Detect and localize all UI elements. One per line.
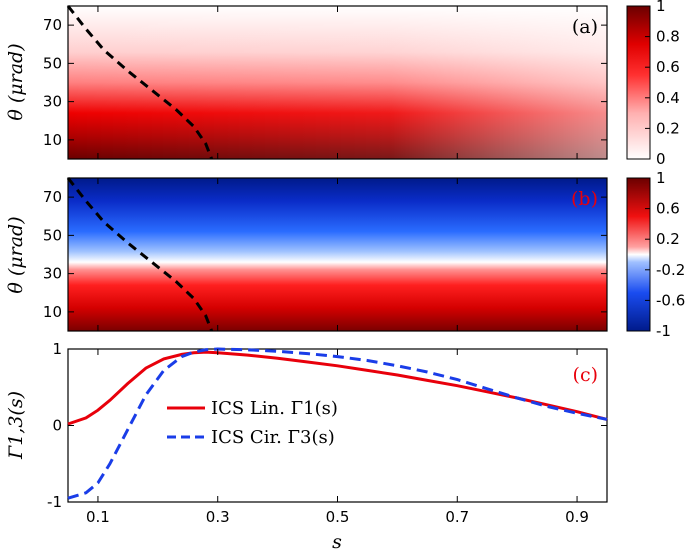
y-tick-label: 70 xyxy=(43,16,62,34)
x-tick-label: 0.5 xyxy=(326,508,350,526)
colorbar-b xyxy=(626,177,651,332)
colorbar-tick-label: 0.4 xyxy=(656,89,680,107)
x-tick-label: 0.9 xyxy=(565,508,589,526)
y-tick-label: 70 xyxy=(43,188,62,206)
boundary-curve-a xyxy=(66,5,214,160)
x-axis-label-c: s xyxy=(332,531,342,553)
y-axis-label-c: Γ1,3(s) xyxy=(5,391,27,460)
colorbar-tick-label: -0.2 xyxy=(656,261,685,279)
colorbar-ticks-b: 1 0.6 0.2 -0.2 -0.6 -1 xyxy=(645,169,685,340)
y-tick-label: 0 xyxy=(52,417,62,435)
colorbar-tick-label: 0.6 xyxy=(656,200,680,218)
panel-label-a: (a) xyxy=(572,16,598,38)
panel-a: 10 30 50 70 (a) θ (μrad) 0 0.2 0.4 0.6 0.8 1 xyxy=(5,0,680,168)
y-tick-label: 1 xyxy=(52,340,62,358)
panel-label-b: (b) xyxy=(571,188,598,210)
colorbar-ticks-a: 0 0.2 0.4 0.6 0.8 1 xyxy=(645,0,680,168)
y-axis-label-b: θ (μrad) xyxy=(5,216,27,293)
x-ticks-c: 0.1 0.3 0.5 0.7 0.9 xyxy=(86,6,589,526)
y-tick-label: 30 xyxy=(43,265,62,283)
y-tick-label: -1 xyxy=(47,493,62,511)
colorbar-tick-label: 0.2 xyxy=(656,230,680,248)
boundary-curve-b xyxy=(66,177,214,332)
colorbar-tick-label: 0.2 xyxy=(656,119,680,137)
heatmap-b xyxy=(68,178,607,331)
colorbar-tick-label: 0.8 xyxy=(656,28,680,46)
series-group xyxy=(67,347,608,500)
y-axis-label-a: θ (μrad) xyxy=(5,43,27,120)
legend-label-cir: ICS Cir. Γ3(s) xyxy=(211,427,335,448)
y-ticks-b: 10 30 50 70 xyxy=(43,188,607,321)
legend-label-lin: ICS Lin. Γ1(s) xyxy=(211,398,338,419)
colorbar-tick-label: 1 xyxy=(656,169,666,187)
y-ticks-c: -1 0 1 xyxy=(47,340,607,511)
panel-c: -1 0 1 0.1 0.3 0.5 0.7 0.9 (c) Γ1,3(s) s ICS L… xyxy=(5,6,608,553)
y-tick-label: 10 xyxy=(43,131,62,149)
colorbar-tick-label: 1 xyxy=(656,0,666,15)
y-tick-label: 10 xyxy=(43,303,62,321)
colorbar-tick-label: 0.6 xyxy=(656,58,680,76)
y-ticks-a: 10 30 50 70 xyxy=(43,16,607,149)
x-tick-label: 0.3 xyxy=(206,508,230,526)
colorbar-tick-label: 0 xyxy=(656,150,666,168)
panel-b: 10 30 50 70 (b) θ (μrad) 1 0.6 0.2 -0.2 -0.6 -1 xyxy=(5,169,685,340)
panel-label-c: (c) xyxy=(573,364,598,386)
y-tick-label: 50 xyxy=(43,226,62,244)
axes-frame-c xyxy=(67,348,608,503)
legend: ICS Lin. Γ1(s) ICS Cir. Γ3(s) xyxy=(167,398,338,448)
colorbar-tick-label: -0.6 xyxy=(656,291,685,309)
colorbar-a xyxy=(626,5,651,160)
x-tick-label: 0.7 xyxy=(445,508,469,526)
y-tick-label: 50 xyxy=(43,54,62,72)
series-line-cir xyxy=(67,347,608,500)
heatmap-a-fade xyxy=(68,6,607,159)
colorbar-tick-label: -1 xyxy=(656,322,671,340)
x-tick-label: 0.1 xyxy=(86,508,110,526)
series-line-lin xyxy=(67,350,608,426)
y-tick-label: 30 xyxy=(43,93,62,111)
